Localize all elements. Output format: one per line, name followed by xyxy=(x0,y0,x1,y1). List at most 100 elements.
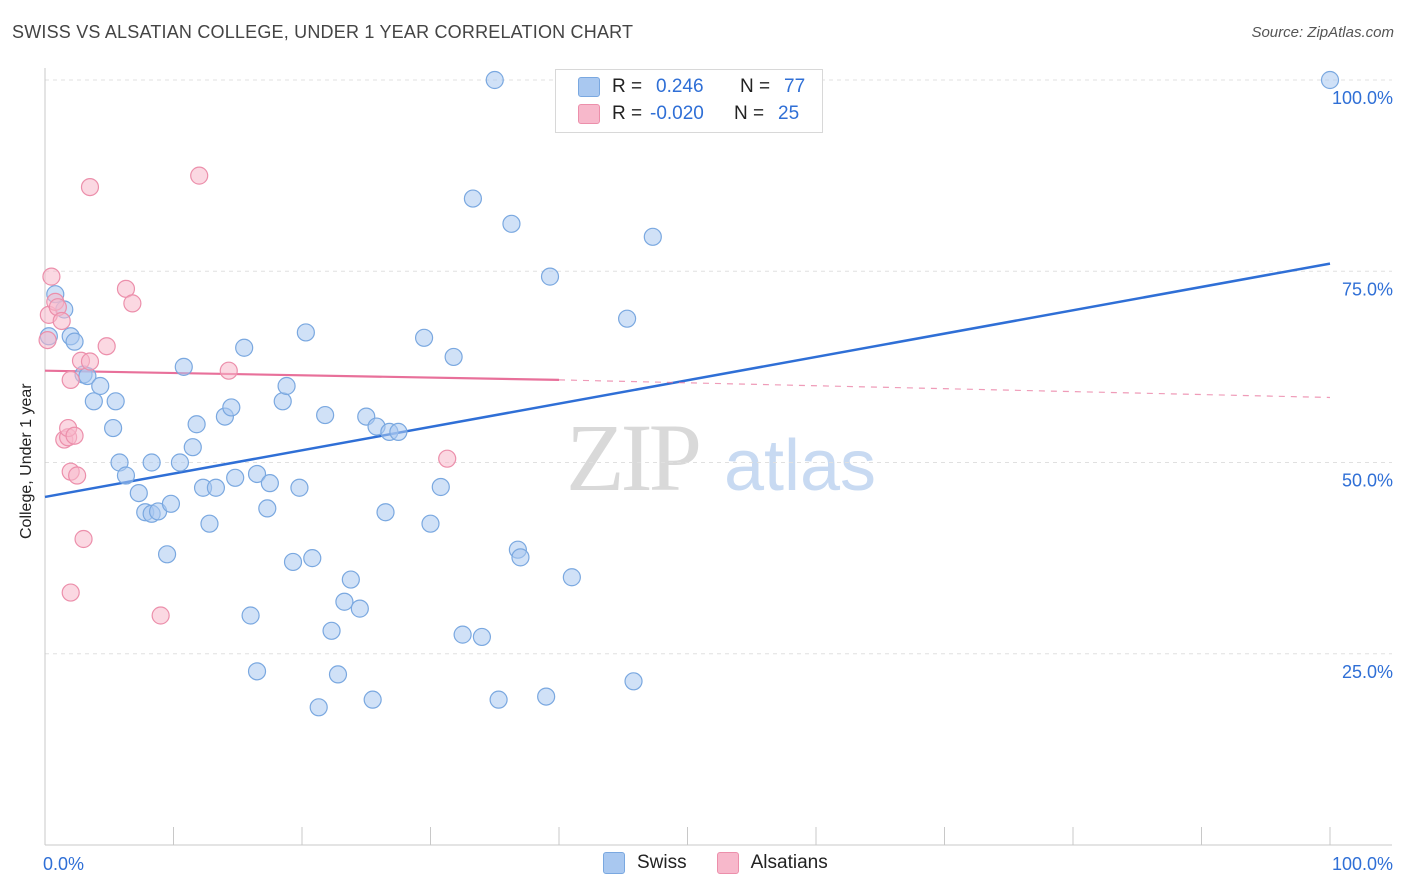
swiss-point-38 xyxy=(283,552,303,572)
swiss-point-31 xyxy=(247,662,267,681)
alsatian-trend-line-dashed xyxy=(558,379,1331,399)
swiss-point-57 xyxy=(431,477,450,497)
swiss-point-29 xyxy=(226,468,245,487)
alsatian-point-1 xyxy=(42,267,61,286)
swiss-point-25 xyxy=(200,514,219,533)
swiss-point-46 xyxy=(335,592,354,611)
alsatian-point-23 xyxy=(438,449,457,468)
alsatians-n-label: N = xyxy=(734,103,765,124)
alsatian-point-11 xyxy=(65,426,84,445)
alsatians-n-value: 25 xyxy=(778,103,800,124)
chart-title: SWISS VS ALSATIAN COLLEGE, UNDER 1 YEAR … xyxy=(12,22,634,42)
swiss-point-47 xyxy=(341,570,360,589)
swiss-point-36 xyxy=(273,392,292,411)
swiss-n-value: 77 xyxy=(784,76,806,97)
swiss-point-15 xyxy=(142,453,161,472)
swiss-r-value: 0.246 xyxy=(656,76,704,97)
swiss-point-20 xyxy=(170,453,190,472)
x-tick-label-100: 100.0% xyxy=(1332,854,1393,874)
y-tick-label-100: 100.0% xyxy=(1332,88,1393,108)
swiss-point-63 xyxy=(489,690,508,709)
alsatian-point-20 xyxy=(151,606,170,625)
swiss-point-71 xyxy=(618,309,637,328)
swiss-point-42 xyxy=(309,698,328,717)
grid-lines xyxy=(45,79,1392,655)
alsatians-legend-label: Alsatians xyxy=(750,852,828,873)
alsatian-point-22 xyxy=(219,361,238,380)
swiss-point-64 xyxy=(502,214,521,233)
swiss-point-39 xyxy=(290,478,309,497)
alsatian-point-4 xyxy=(52,311,71,331)
y-tick-labels: 25.0% 50.0% 75.0% 100.0% xyxy=(1332,88,1393,682)
swiss-point-30 xyxy=(235,338,254,357)
swiss-point-33 xyxy=(247,464,267,484)
swiss-point-52 xyxy=(376,503,395,522)
alsatians-r-value: -0.020 xyxy=(650,103,704,124)
swiss-point-76 xyxy=(1320,70,1340,90)
swiss-point-60 xyxy=(463,189,483,208)
swiss-point-45 xyxy=(328,665,348,684)
swiss-point-54 xyxy=(389,422,408,441)
series-legend: Swiss Alsatians xyxy=(603,852,858,874)
y-tick-label-25: 25.0% xyxy=(1342,662,1393,682)
y-tick-label-50: 50.0% xyxy=(1342,471,1393,491)
swiss-point-21 xyxy=(174,357,193,376)
swiss-point-73 xyxy=(643,227,662,246)
swiss-point-58 xyxy=(444,347,463,367)
swiss-point-10 xyxy=(106,392,125,411)
swiss-point-8 xyxy=(91,376,110,396)
swiss-point-35 xyxy=(260,474,279,493)
stats-legend: R = 0.246 N = 77 R = -0.020 N = 25 xyxy=(555,69,823,133)
swiss-point-13 xyxy=(129,484,148,503)
swiss-point-48 xyxy=(350,599,369,618)
swiss-point-32 xyxy=(241,606,260,625)
alsatian-point-24 xyxy=(38,331,57,350)
alsatian-point-10 xyxy=(61,583,80,602)
swiss-point-4 xyxy=(65,332,84,351)
swiss-point-19 xyxy=(161,494,181,513)
swiss-point-62 xyxy=(485,70,504,90)
swiss-point-41 xyxy=(303,549,322,568)
swiss-legend-label: Swiss xyxy=(637,852,687,873)
swiss-n-label: N = xyxy=(740,76,771,97)
y-tick-label-75: 75.0% xyxy=(1342,279,1393,299)
swiss-point-68 xyxy=(540,267,560,286)
swiss-point-72 xyxy=(624,672,643,691)
swiss-point-37 xyxy=(277,376,296,396)
legend-row-alsatians: R = -0.020 N = 25 xyxy=(578,101,799,127)
alsatian-point-15 xyxy=(80,352,100,371)
alsatians-swatch xyxy=(578,104,600,124)
source-label: Source: ZipAtlas.com xyxy=(1251,24,1394,41)
swiss-legend-swatch xyxy=(603,852,625,874)
alsatian-point-19 xyxy=(123,294,142,313)
swiss-r-label: R = xyxy=(612,76,643,97)
alsatians-legend-swatch xyxy=(716,852,739,874)
alsatian-point-12 xyxy=(68,466,87,485)
swiss-point-34 xyxy=(258,499,277,518)
swiss-swatch xyxy=(578,77,600,97)
swiss-point-43 xyxy=(316,405,335,425)
watermark-atlas: atlas xyxy=(724,426,876,506)
alsatians-r-label: R = xyxy=(612,103,643,124)
alsatian-point-14 xyxy=(74,529,93,549)
x-tick-label-0: 0.0% xyxy=(43,854,84,874)
swiss-point-67 xyxy=(537,687,556,706)
legend-item-swiss[interactable]: Swiss xyxy=(603,852,687,874)
legend-row-swiss: R = 0.246 N = 77 xyxy=(578,74,805,100)
swiss-trend-line xyxy=(44,262,1331,499)
alsatian-point-16 xyxy=(80,178,100,197)
alsatian-point-21 xyxy=(190,166,209,185)
swiss-point-55 xyxy=(414,328,434,347)
swiss-point-23 xyxy=(187,415,206,434)
alsatian-point-8 xyxy=(61,370,80,389)
alsatian-trend-line-solid xyxy=(44,369,560,381)
swiss-point-7 xyxy=(84,392,103,411)
legend-item-alsatians[interactable]: Alsatians xyxy=(716,852,828,874)
swiss-point-66 xyxy=(511,548,530,567)
swiss-point-18 xyxy=(157,545,177,564)
swiss-point-59 xyxy=(453,625,472,644)
swiss-point-44 xyxy=(322,621,341,640)
swiss-point-9 xyxy=(104,418,123,438)
swiss-point-12 xyxy=(116,466,136,485)
